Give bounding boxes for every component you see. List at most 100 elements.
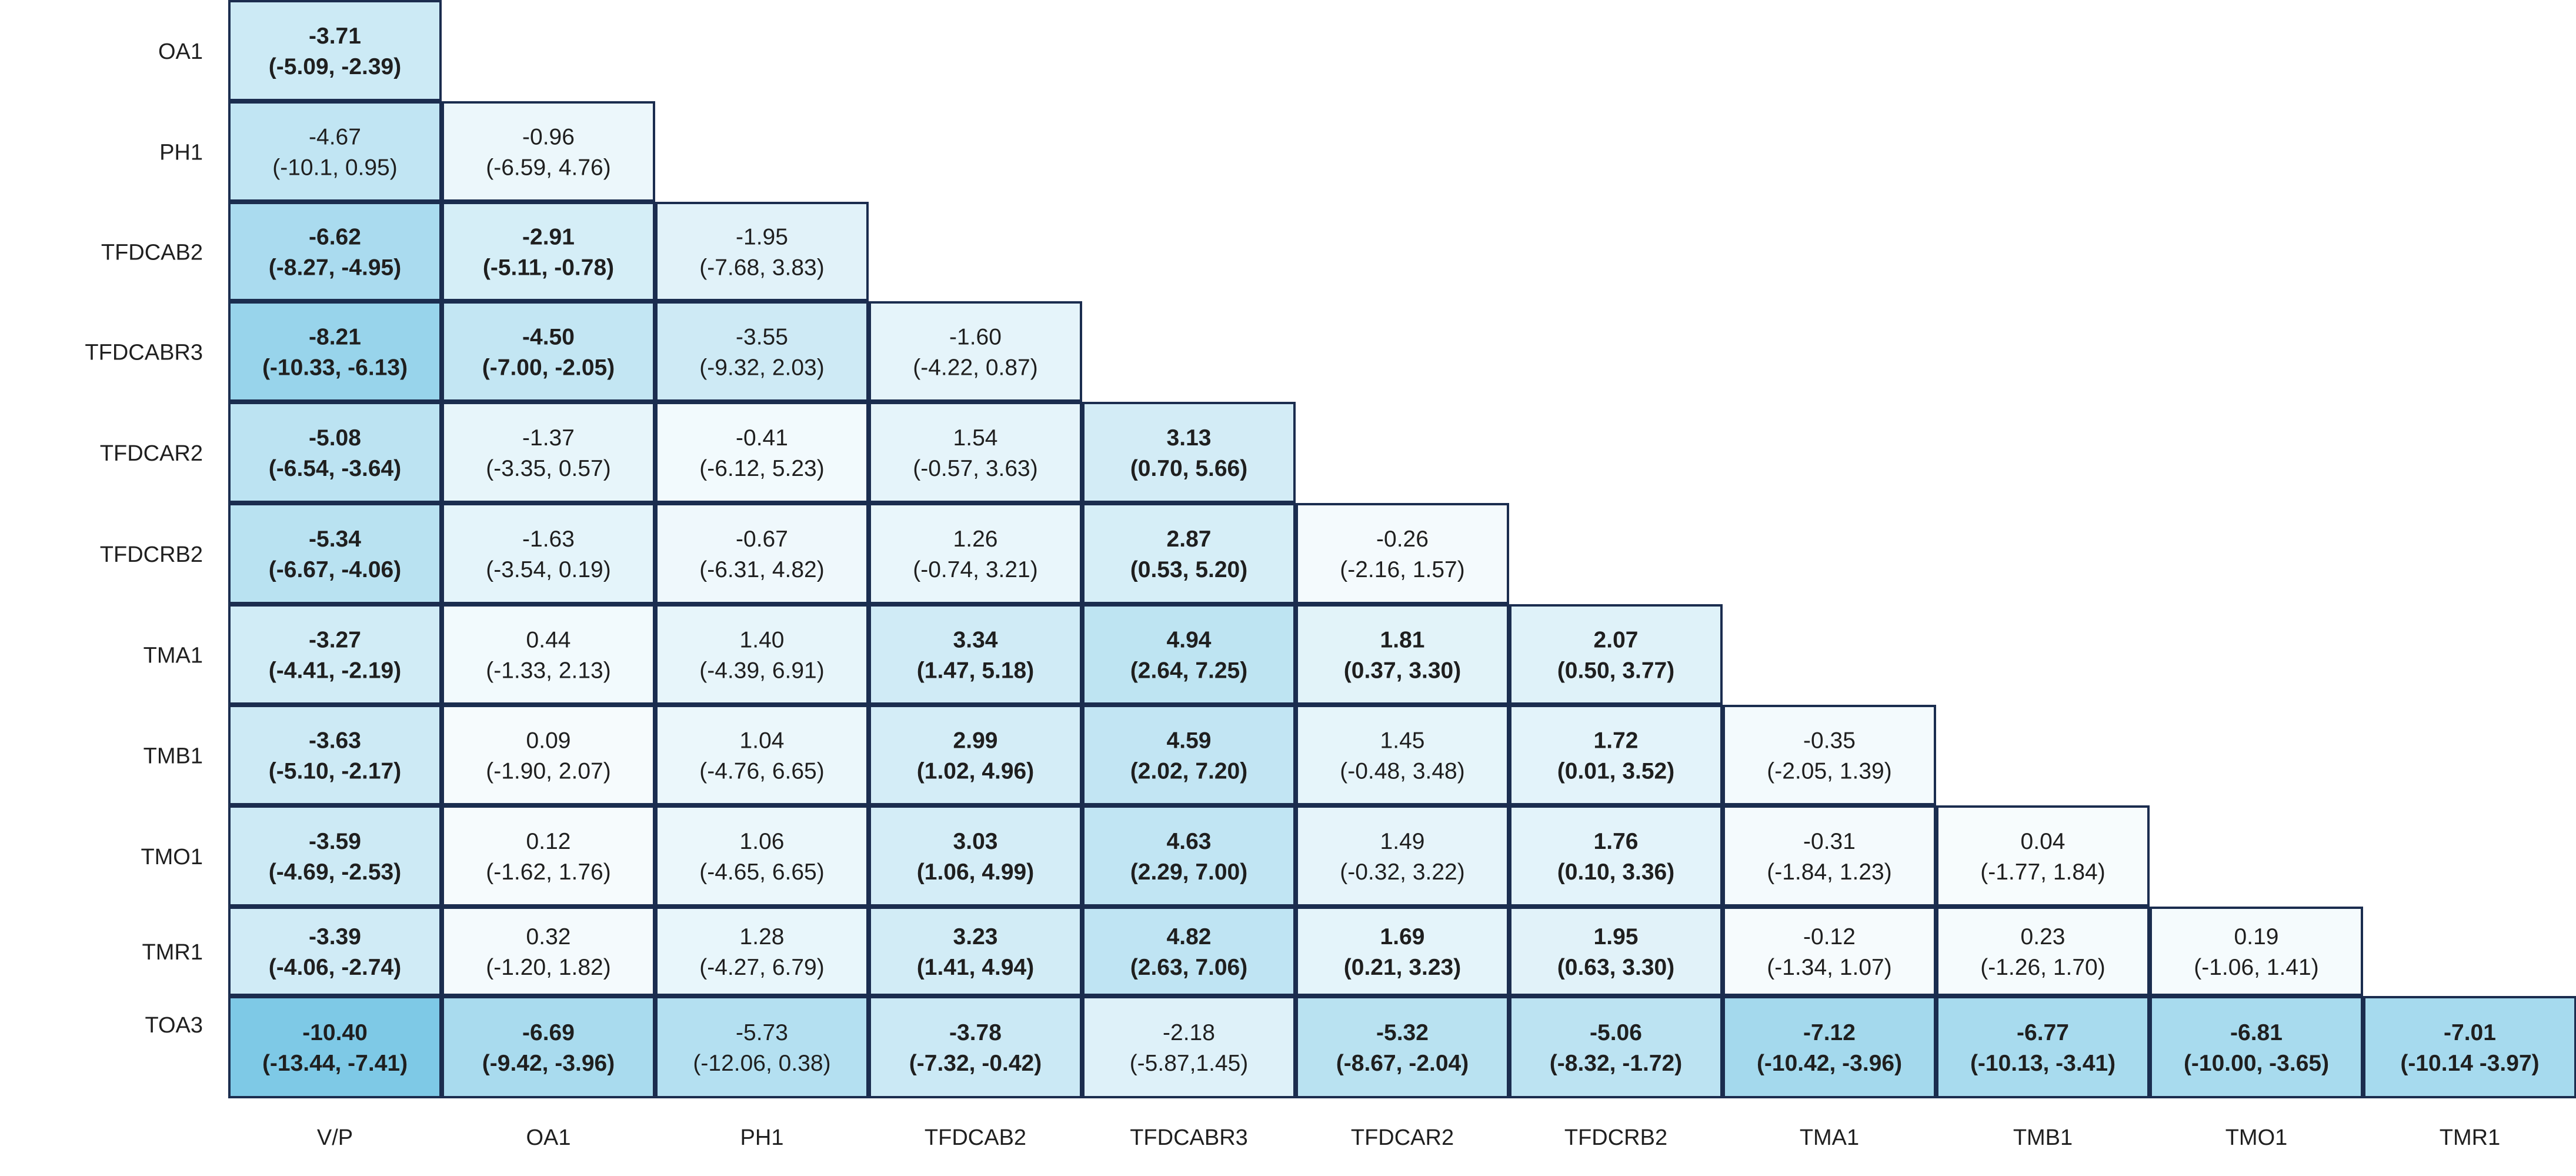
cell-background: [1082, 907, 1296, 996]
table-cell: -1.37 (-3.35, 0.57): [442, 402, 655, 503]
cell-background: [1296, 503, 1509, 604]
table-cell: 4.94 (2.64, 7.25): [1082, 604, 1296, 705]
row-label: OA1: [158, 39, 203, 64]
cell-confidence-interval: (-1.06, 1.41): [2194, 955, 2318, 980]
table-cell: -4.50 (-7.00, -2.05): [442, 301, 655, 402]
table-cell: -1.60 (-4.22, 0.87): [869, 301, 1082, 402]
column-label: V/P: [317, 1125, 353, 1150]
cell-confidence-interval: (-10.14 -3.97): [2400, 1051, 2539, 1076]
cell-background: [1082, 604, 1296, 705]
cell-confidence-interval: (-1.33, 2.13): [486, 658, 610, 684]
cell-estimate: -6.77: [2017, 1020, 2069, 1045]
table-cell: 4.59 (2.02, 7.20): [1082, 705, 1296, 805]
cell-estimate: 3.13: [1167, 425, 1212, 451]
cell-background: [228, 907, 442, 996]
table-cell: 0.44 (-1.33, 2.13): [442, 604, 655, 705]
cell-estimate: 0.12: [526, 829, 571, 854]
cell-estimate: -3.78: [949, 1020, 1002, 1045]
cell-estimate: -1.63: [522, 527, 575, 552]
cell-confidence-interval: (-8.32, -1.72): [1550, 1051, 1682, 1076]
cell-estimate: 1.28: [740, 924, 785, 950]
cell-confidence-interval: (0.21, 3.23): [1344, 955, 1461, 980]
table-cell: -6.62 (-8.27, -4.95): [228, 202, 442, 301]
cell-confidence-interval: (-4.06, -2.74): [269, 955, 401, 980]
cell-confidence-interval: (-8.27, -4.95): [269, 255, 401, 281]
cell-background: [228, 996, 442, 1098]
table-cell: 1.76 (0.10, 3.36): [1509, 805, 1723, 907]
cell-background: [869, 503, 1082, 604]
cell-background: [228, 805, 442, 907]
cell-estimate: 2.99: [953, 728, 998, 754]
cell-background: [1509, 604, 1723, 705]
cell-background: [869, 705, 1082, 805]
cell-estimate: -3.71: [309, 24, 361, 49]
cell-estimate: 0.32: [526, 924, 571, 950]
table-cell: -1.63 (-3.54, 0.19): [442, 503, 655, 604]
table-cell: -3.71 (-5.09, -2.39): [228, 0, 442, 101]
table-cell: 4.82 (2.63, 7.06): [1082, 907, 1296, 996]
cell-background: [228, 202, 442, 301]
cell-confidence-interval: (2.02, 7.20): [1130, 759, 1247, 784]
table-cell: 2.07 (0.50, 3.77): [1509, 604, 1723, 705]
cell-confidence-interval: (-10.33, -6.13): [262, 355, 408, 381]
table-cell: -3.59 (-4.69, -2.53): [228, 805, 442, 907]
cell-background: [1723, 996, 1936, 1098]
cell-confidence-interval: (-3.54, 0.19): [486, 557, 610, 582]
cell-estimate: -3.59: [309, 829, 361, 854]
cell-confidence-interval: (-7.32, -0.42): [909, 1051, 1042, 1076]
cell-estimate: 1.06: [740, 829, 785, 854]
cell-background: [1723, 705, 1936, 805]
cell-estimate: 1.76: [1594, 829, 1639, 854]
table-cell: -2.18 (-5.87,1.45): [1082, 996, 1296, 1098]
cell-background: [2363, 996, 2576, 1098]
cell-background: [1936, 996, 2150, 1098]
cell-background: [442, 907, 655, 996]
cell-confidence-interval: (-5.09, -2.39): [269, 54, 401, 79]
cell-confidence-interval: (-9.42, -3.96): [482, 1051, 615, 1076]
cell-background: [869, 805, 1082, 907]
cell-confidence-interval: (2.63, 7.06): [1130, 955, 1247, 980]
cell-estimate: -4.50: [522, 325, 575, 350]
cell-background: [1509, 907, 1723, 996]
cell-confidence-interval: (-1.90, 2.07): [486, 759, 610, 784]
column-label: TMO1: [2225, 1125, 2288, 1150]
column-label: TFDCABR3: [1130, 1125, 1248, 1150]
cell-confidence-interval: (-7.68, 3.83): [699, 255, 824, 281]
row-label: PH1: [159, 141, 203, 165]
cell-confidence-interval: (-0.48, 3.48): [1340, 759, 1464, 784]
column-label: TFDCAR2: [1351, 1125, 1454, 1150]
cell-estimate: -0.41: [736, 425, 788, 451]
column-labels: V/P OA1 PH1 TFDCAB2 TFDCABR3 TFDCAR2 TFDCRB2 TM…: [317, 1125, 2500, 1150]
table-cell: 2.99 (1.02, 4.96): [869, 705, 1082, 805]
cell-estimate: -3.39: [309, 924, 361, 950]
table-cell: -5.08 (-6.54, -3.64): [228, 402, 442, 503]
cell-background: [2150, 907, 2363, 996]
cell-confidence-interval: (-4.22, 0.87): [913, 355, 1037, 381]
column-label: PH1: [740, 1125, 784, 1150]
cell-estimate: 4.82: [1167, 924, 1212, 950]
table-cell: -3.78 (-7.32, -0.42): [869, 996, 1082, 1098]
cell-background: [1723, 907, 1936, 996]
cell-estimate: 4.59: [1167, 728, 1212, 754]
cell-estimate: -2.91: [522, 225, 575, 250]
column-label: TMA1: [1800, 1125, 1859, 1150]
cell-background: [655, 996, 869, 1098]
table-cell: -3.39 (-4.06, -2.74): [228, 907, 442, 996]
cell-background: [1509, 996, 1723, 1098]
cell-estimate: 0.23: [2021, 924, 2066, 950]
cell-background: [228, 503, 442, 604]
cell-background: [442, 503, 655, 604]
table-cell: 1.72 (0.01, 3.52): [1509, 705, 1723, 805]
cell-background: [1082, 402, 1296, 503]
cell-background: [2150, 996, 2363, 1098]
table-cell: -1.95 (-7.68, 3.83): [655, 202, 869, 301]
cell-background: [1082, 996, 1296, 1098]
table-cell: -8.21 (-10.33, -6.13): [228, 301, 442, 402]
cell-background: [442, 202, 655, 301]
table-cell: -5.73 (-12.06, 0.38): [655, 996, 869, 1098]
cell-background: [869, 996, 1082, 1098]
cell-background: [442, 705, 655, 805]
cell-estimate: -0.35: [1803, 728, 1856, 754]
cell-estimate: -8.21: [309, 325, 361, 350]
